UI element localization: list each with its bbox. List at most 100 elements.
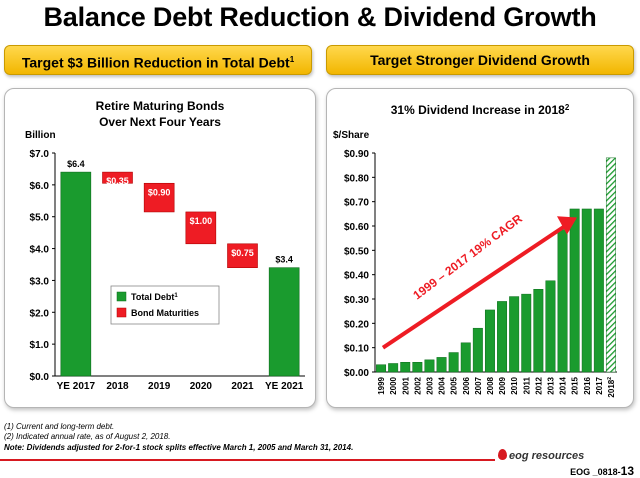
- footer-divider: [0, 459, 495, 461]
- bond-maturity-bar: [143, 182, 175, 213]
- x-tick-label: 2021: [231, 381, 254, 392]
- total-debt-bar: [60, 171, 92, 377]
- y-tick-label: $0.40: [344, 271, 369, 282]
- y-tick-label: $0.50: [344, 246, 369, 257]
- bar-value-label: $3.4: [275, 255, 293, 265]
- chart-title: Retire Maturing Bonds: [96, 99, 225, 113]
- y-tick-label: $0.30: [344, 295, 369, 306]
- debt-target-sup: 1: [289, 55, 295, 64]
- bar-value-label: $1.00: [190, 216, 213, 226]
- total-debt-bar: [268, 267, 300, 377]
- dividend-target-banner: Target Stronger Dividend Growth: [326, 45, 634, 75]
- x-tick-label: 2008: [486, 376, 495, 394]
- y-tick-label: $0.90: [344, 149, 369, 160]
- x-tick-label: 2002: [413, 376, 422, 394]
- x-tick-label: 2012: [534, 376, 543, 394]
- x-tick-label: 2001: [401, 376, 410, 394]
- bond-maturity-bar: [102, 171, 133, 184]
- dividend-bar: [521, 293, 532, 373]
- flame-icon: [498, 449, 507, 460]
- y-tick-label: $7.0: [30, 149, 50, 160]
- y-tick-label: $0.70: [344, 198, 369, 209]
- y-tick-label: $1.0: [30, 340, 50, 351]
- legend-box: [110, 285, 220, 325]
- page-title: Balance Debt Reduction & Dividend Growth: [43, 2, 597, 32]
- y-tick-label: $0.20: [344, 319, 369, 330]
- x-tick-label: 20182: [607, 377, 616, 398]
- bond-maturity-bar: [227, 243, 258, 268]
- x-tick-label: 2004: [438, 376, 447, 394]
- y-tick-label: $2.0: [30, 308, 50, 319]
- debt-target-text: Target $3 Billion Reduction in Total Deb…: [21, 54, 290, 71]
- footnote-note: Note: Dividends adjusted for 2-for-1 sto…: [4, 443, 354, 452]
- chart-title: 31% Dividend Increase in 20182: [391, 103, 570, 117]
- debt-target-banner: Target $3 Billion Reduction in Total Deb…: [4, 45, 312, 75]
- legend-swatch-bond-maturities: [116, 307, 127, 318]
- legend-label-bond-maturities: Bond Maturities: [131, 308, 199, 318]
- x-tick-label: 2000: [389, 376, 398, 394]
- page-id: EOG _0818-13: [570, 464, 634, 478]
- cagr-arrowhead: [557, 216, 577, 235]
- y-tick-label: $0.00: [344, 368, 369, 379]
- x-tick-label: 2020: [190, 381, 213, 392]
- dividend-bar: [593, 208, 604, 373]
- bond-maturity-bar: [185, 211, 217, 245]
- x-tick-label: 2017: [595, 376, 604, 394]
- dividend-bar: [484, 309, 495, 373]
- dividend-bar: [545, 280, 556, 373]
- chart-subtitle: Over Next Four Years: [99, 115, 221, 129]
- dividend-bar: [581, 208, 592, 373]
- legend-swatch-total-debt: [116, 291, 127, 302]
- dividend-bar: [557, 229, 568, 373]
- x-tick-label: 2014: [559, 376, 568, 394]
- legend-label-total-debt: Total Debt1: [131, 292, 178, 302]
- y-tick-label: $0.60: [344, 222, 369, 233]
- x-tick-label: YE 2017: [57, 381, 96, 392]
- dividend-bar: [412, 362, 423, 373]
- y-tick-label: $6.0: [30, 181, 50, 192]
- x-tick-label: 2011: [522, 376, 531, 394]
- dividend-bar: [376, 364, 387, 373]
- x-tick-label: 2007: [474, 376, 483, 394]
- x-tick-label: 2010: [510, 376, 519, 394]
- y-axis-label: $/Share: [333, 130, 370, 141]
- page-code: EOG _0818-: [570, 467, 621, 477]
- x-tick-label: YE 2021: [265, 381, 304, 392]
- dividend-bar: [460, 342, 471, 373]
- dividend-bar: [533, 289, 544, 373]
- y-tick-label: $4.0: [30, 245, 50, 256]
- dividend-bar-chart: 31% Dividend Increase in 20182 $/Share $0.…: [333, 103, 617, 398]
- x-tick-label: 2016: [583, 376, 592, 394]
- dividend-bar: [400, 362, 411, 373]
- dividend-bar: [388, 363, 399, 373]
- dividend-panel: 31% Dividend Increase in 20182 $/Share $0.…: [326, 88, 634, 408]
- x-tick-label: 2009: [498, 376, 507, 394]
- dividend-bar: [472, 327, 483, 373]
- debt-waterfall-chart: Retire Maturing Bonds Over Next Four Year…: [25, 99, 305, 392]
- dividend-bar: [448, 352, 459, 373]
- x-tick-label: 2018: [106, 381, 129, 392]
- x-tick-label: 2013: [546, 376, 555, 394]
- footnote-1: (1) Current and long-term debt.: [4, 422, 115, 431]
- bar-value-label: $6.4: [67, 159, 85, 169]
- dividend-bar: [424, 359, 435, 373]
- bar-value-label: $0.75: [231, 248, 254, 258]
- dividend-bar: [509, 296, 520, 373]
- x-tick-label: 2006: [462, 376, 471, 394]
- y-tick-label: $0.0: [30, 372, 50, 383]
- y-tick-label: $5.0: [30, 213, 50, 224]
- x-tick-label: 2019: [148, 381, 171, 392]
- page-number: 13: [620, 464, 634, 478]
- bar-value-label: $0.35: [106, 176, 129, 186]
- dividend-bar: [436, 357, 447, 373]
- y-tick-label: $3.0: [30, 276, 50, 287]
- y-axis-label: Billion: [25, 130, 56, 141]
- y-tick-label: $0.80: [344, 173, 369, 184]
- debt-panel: Retire Maturing Bonds Over Next Four Year…: [4, 88, 316, 408]
- logo-text: eog resources: [509, 450, 585, 462]
- y-tick-label: $0.10: [344, 344, 369, 355]
- bar-value-label: $0.90: [148, 187, 171, 197]
- x-tick-label: 2015: [571, 376, 580, 394]
- dividend-target-text: Target Stronger Dividend Growth: [370, 52, 590, 68]
- x-tick-label: 1999: [377, 376, 386, 394]
